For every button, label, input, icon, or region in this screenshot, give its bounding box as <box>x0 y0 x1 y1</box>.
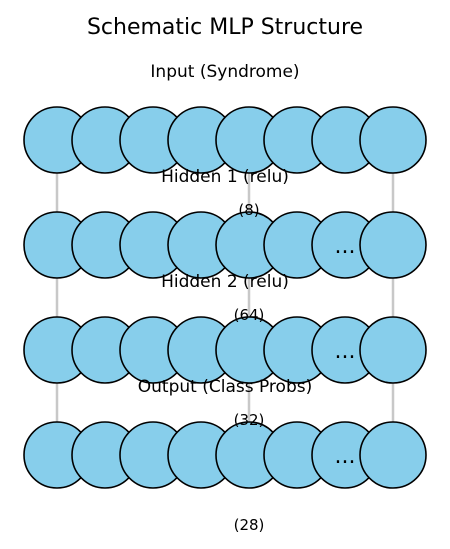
layer-2-neurons <box>23 316 427 384</box>
neuron-node <box>359 421 427 489</box>
neuron-layers <box>23 106 427 489</box>
layer-size-label: (8) <box>238 201 259 219</box>
layer-label: Hidden 2 (relu) <box>161 272 289 292</box>
neuron-node <box>359 106 427 174</box>
layer-size-label: (64) <box>234 306 265 324</box>
layer-connectors <box>55 140 395 455</box>
neuron-node <box>359 211 427 279</box>
layer-label: Output (Class Probs) <box>138 377 312 397</box>
ellipsis-marker: ... <box>335 444 356 469</box>
ellipsis-marker: ... <box>335 339 356 364</box>
layer-label: Hidden 1 (relu) <box>161 167 289 187</box>
layer-1-neurons <box>23 211 427 279</box>
diagram-title: Schematic MLP Structure <box>87 15 363 40</box>
ellipsis-marker: ... <box>335 234 356 259</box>
layer-label: Input (Syndrome) <box>150 62 299 82</box>
neuron-node <box>359 316 427 384</box>
layer-3-neurons <box>23 421 427 489</box>
layer-size-label: (32) <box>234 411 265 429</box>
final-layer-size-label: (28) <box>234 516 265 534</box>
layer-labels: Input (Syndrome) Hidden 1 (relu) (8)... Hid… <box>138 62 356 534</box>
layer-0-neurons <box>23 106 427 174</box>
